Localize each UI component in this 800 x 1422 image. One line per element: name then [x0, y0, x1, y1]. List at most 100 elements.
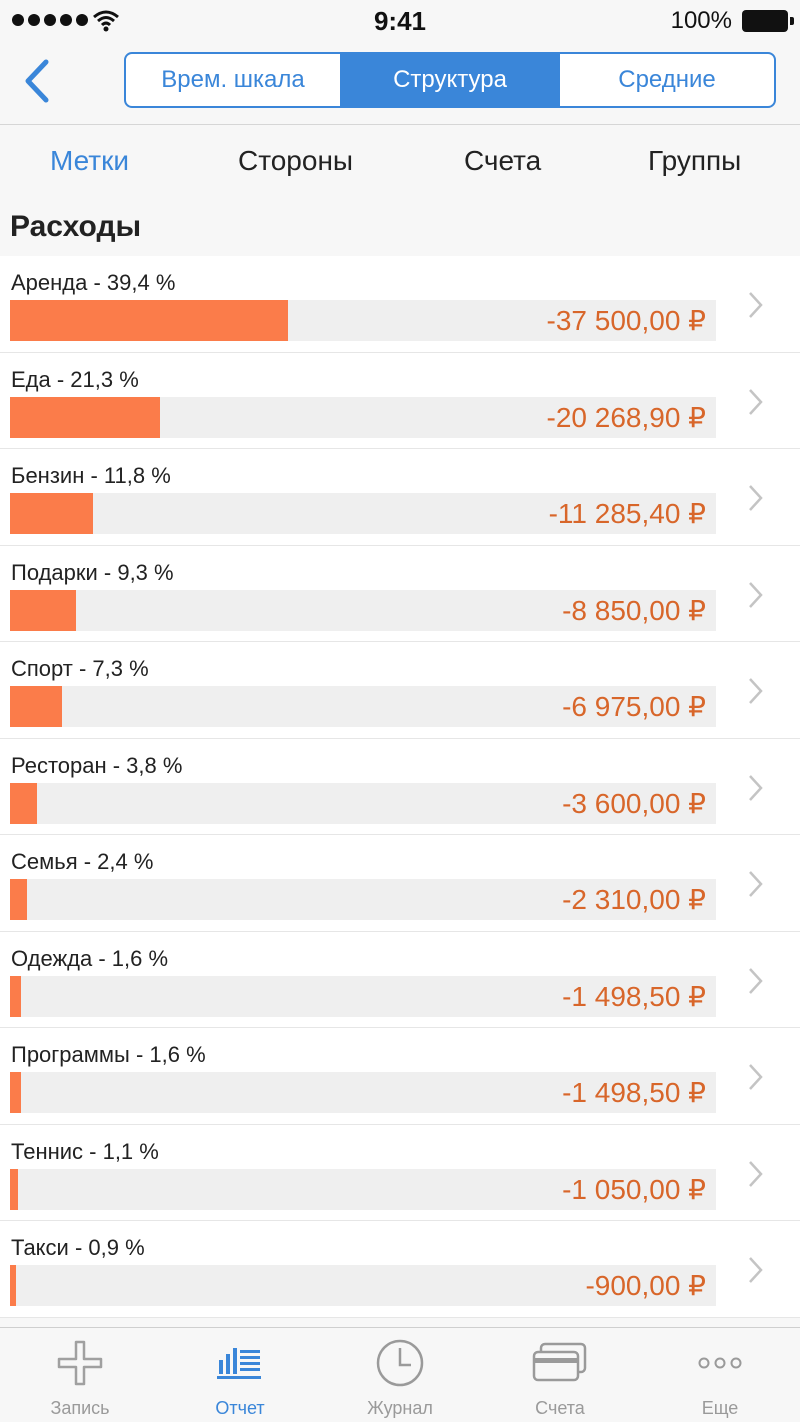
expense-label: Теннис - 1,1 % — [11, 1138, 159, 1164]
category-tabs: Метки Стороны Счета Группы — [0, 125, 800, 201]
expense-row[interactable]: Еда - 21,3 % -20 268,90 ₽ — [0, 352, 800, 449]
more-icon — [698, 1357, 742, 1369]
expense-bar-track: -6 975,00 ₽ — [10, 686, 716, 727]
expense-label: Семья - 2,4 % — [11, 849, 154, 874]
expense-amount: -20 268,90 ₽ — [546, 401, 706, 433]
expense-bar-track: -1 498,50 ₽ — [10, 1072, 716, 1113]
expense-row[interactable]: Одежда - 1,6 % -1 498,50 ₽ — [0, 931, 800, 1028]
expense-bar-fill — [10, 782, 37, 824]
tab-label: Еще — [701, 1398, 739, 1418]
expense-amount: -8 850,00 ₽ — [562, 594, 706, 626]
tab-label: Счета — [535, 1398, 585, 1418]
expense-list: Аренда - 39,4 % -37 500,00 ₽ Еда - 21,3 % -… — [0, 256, 800, 1318]
expense-amount: -37 500,00 ₽ — [546, 305, 706, 336]
expense-label: Бензин - 11,8 % — [11, 463, 171, 488]
expense-bar-track: -1 050,00 ₽ — [10, 1168, 716, 1210]
chevron-right-icon — [749, 967, 763, 994]
chevron-right-icon — [749, 581, 763, 608]
expense-row[interactable]: Семья - 2,4 % -2 310,00 ₽ — [0, 835, 800, 932]
expense-bar-fill — [10, 300, 288, 341]
expense-label: Еда - 21,3 % — [11, 366, 139, 392]
tab-groups[interactable]: Группы — [648, 145, 742, 176]
battery-percent: 100% — [670, 7, 732, 34]
report-icon — [217, 1348, 261, 1379]
expense-amount: -1 050,00 ₽ — [562, 1173, 706, 1205]
tab-journal[interactable]: Журнал — [320, 1328, 480, 1422]
expense-bar-fill — [10, 1072, 21, 1113]
tab-report[interactable]: Отчет — [160, 1328, 320, 1422]
chevron-left-icon — [25, 59, 49, 103]
expense-bar-track: -11 285,40 ₽ — [10, 493, 716, 534]
expense-label: Ресторан - 3,8 % — [11, 752, 183, 778]
expense-bar-track: -1 498,50 ₽ — [10, 975, 716, 1017]
expense-row[interactable]: Аренда - 39,4 % -37 500,00 ₽ — [0, 256, 800, 353]
tab-tags[interactable]: Метки — [50, 145, 129, 176]
segmented-control: Врем. шкала Структура Средние — [124, 52, 776, 108]
chevron-right-icon — [749, 1160, 763, 1187]
expense-row[interactable]: Спорт - 7,3 % -6 975,00 ₽ — [0, 642, 800, 739]
expense-amount: -3 600,00 ₽ — [562, 787, 706, 819]
expense-row[interactable]: Программы - 1,6 % -1 498,50 ₽ — [0, 1028, 800, 1125]
chevron-right-icon — [749, 678, 763, 704]
clock-icon — [376, 1339, 424, 1387]
expense-bar-fill — [10, 396, 160, 438]
chevron-right-icon — [749, 871, 763, 897]
expense-row[interactable]: Теннис - 1,1 % -1 050,00 ₽ — [0, 1124, 800, 1221]
status-bar: 9:41 100% — [0, 0, 800, 40]
expense-bar-fill — [10, 1168, 18, 1210]
tab-label: Отчет — [215, 1398, 265, 1418]
expense-label: Такси - 0,9 % — [11, 1235, 145, 1260]
expense-bar-fill — [10, 686, 62, 727]
expense-amount: -1 498,50 ₽ — [562, 980, 706, 1012]
tab-accounts-bottom[interactable]: Счета — [480, 1328, 640, 1422]
expense-bar-track: -8 850,00 ₽ — [10, 589, 716, 631]
back-button[interactable] — [18, 56, 58, 106]
expense-row[interactable]: Подарки - 9,3 % -8 850,00 ₽ — [0, 545, 800, 642]
signal-icon — [12, 14, 88, 26]
status-time: 9:41 — [373, 6, 427, 36]
expense-row[interactable]: Бензин - 11,8 % -11 285,40 ₽ — [0, 449, 800, 546]
tab-label: Запись — [50, 1398, 110, 1418]
chevron-right-icon — [749, 485, 763, 511]
segment-structure[interactable]: Структура — [340, 54, 558, 106]
expense-bar-track: -900,00 ₽ — [10, 1265, 716, 1306]
expense-bar-track: -3 600,00 ₽ — [10, 782, 716, 824]
segment-timeline[interactable]: Врем. шкала — [161, 66, 305, 93]
tab-accounts[interactable]: Счета — [464, 145, 542, 176]
chevron-right-icon — [749, 388, 763, 415]
expense-bar-track: -37 500,00 ₽ — [10, 300, 716, 341]
expense-label: Одежда - 1,6 % — [11, 945, 169, 971]
tab-label: Журнал — [367, 1398, 433, 1418]
expense-amount: -1 498,50 ₽ — [562, 1077, 706, 1108]
expense-bar-track: -2 310,00 ₽ — [10, 879, 716, 920]
expense-bar-fill — [10, 493, 93, 534]
segment-averages[interactable]: Средние — [558, 54, 774, 106]
tab-more[interactable]: Еще — [640, 1328, 800, 1422]
expense-bar-track: -20 268,90 ₽ — [10, 396, 716, 438]
expense-label: Подарки - 9,3 % — [11, 559, 174, 585]
expense-row[interactable]: Ресторан - 3,8 % -3 600,00 ₽ — [0, 738, 800, 835]
expense-amount: -2 310,00 ₽ — [562, 884, 706, 915]
plus-icon — [57, 1340, 103, 1386]
chevron-right-icon — [749, 292, 763, 318]
chevron-right-icon — [749, 1257, 763, 1283]
battery-icon — [742, 10, 794, 32]
tab-record[interactable]: Запись — [0, 1328, 160, 1422]
expense-amount: -900,00 ₽ — [585, 1270, 706, 1301]
expense-row[interactable]: Такси - 0,9 % -900,00 ₽ — [0, 1221, 800, 1318]
expense-label: Программы - 1,6 % — [11, 1042, 206, 1067]
tab-parties[interactable]: Стороны — [238, 145, 354, 176]
expense-label: Аренда - 39,4 % — [11, 270, 176, 295]
chevron-right-icon — [749, 1064, 763, 1090]
tab-bar: Запись Отчет Журнал Счета — [0, 1327, 800, 1422]
expense-bar-fill — [10, 879, 27, 920]
expense-label: Спорт - 7,3 % — [11, 656, 149, 681]
expense-amount: -11 285,40 ₽ — [548, 498, 706, 529]
section-title: Расходы — [10, 210, 142, 243]
cards-icon — [532, 1342, 587, 1382]
expense-bar-fill — [10, 975, 21, 1017]
navigation-bar: Врем. шкала Структура Средние — [0, 40, 800, 125]
wifi-icon — [93, 10, 119, 32]
expense-amount: -6 975,00 ₽ — [562, 691, 706, 722]
expense-bar-fill — [10, 1265, 16, 1306]
